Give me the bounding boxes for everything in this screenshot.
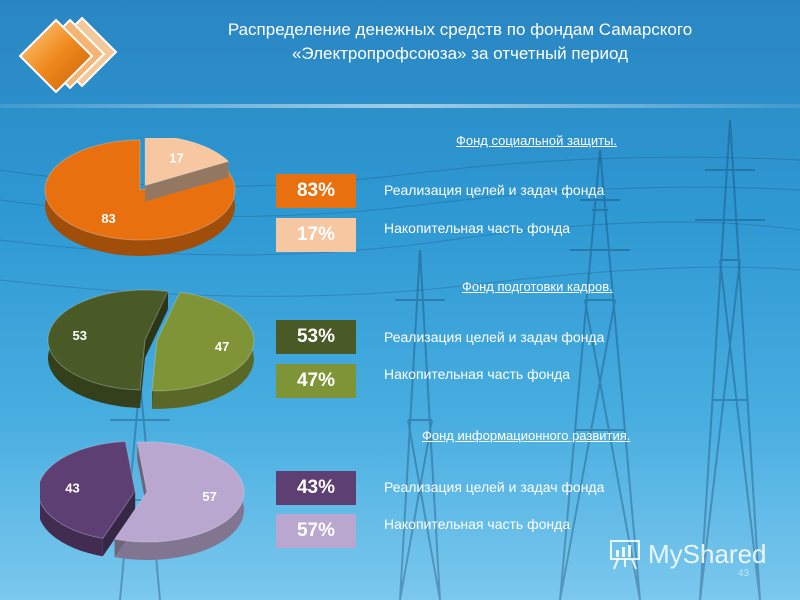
fund-title-information: Фонд информационного развития. — [422, 428, 631, 443]
fund-title-training: Фонд подготовки кадров. — [462, 279, 613, 294]
legend-label-information-goals: Реализация целей и задач фонда — [384, 479, 605, 495]
legend-label-social-savings: Накопительная часть фонда — [384, 220, 571, 236]
pie-chart-training: 53 47 — [47, 289, 255, 409]
presentation-board-icon — [610, 540, 640, 570]
page-number: 43 — [738, 568, 750, 579]
pie-chart-information: 43 57 — [40, 440, 245, 560]
legend-swatch-social-goals: 83% — [276, 174, 356, 208]
watermark-text: MyShared — [648, 538, 767, 569]
pie-data-label-0-1: 17 — [169, 150, 183, 165]
diamond-logo-icon — [18, 16, 118, 94]
pie-slice-1-1 — [151, 291, 255, 409]
legend-label-social-goals: Реализация целей и задач фонда — [384, 182, 605, 198]
pie-data-label-1-0: 53 — [72, 328, 86, 343]
pie-data-label-2-1: 57 — [202, 489, 216, 504]
fund-title-social: Фонд социальной защиты. — [456, 133, 618, 148]
pie-slice-1-0 — [47, 289, 169, 408]
pie-data-label-1-1: 47 — [215, 339, 229, 354]
title-line-1: Распределение денежных средств по фондам… — [227, 20, 693, 39]
legend-swatch-social-savings: 17% — [276, 218, 356, 252]
watermark: MyShared — [608, 534, 767, 574]
legend-label-training-goals: Реализация целей и задач фонда — [384, 329, 605, 345]
legend-label-information-savings: Накопительная часть фонда — [384, 516, 571, 532]
title-line-2: «Электропрофсоюза» за отчетный период — [291, 44, 629, 63]
legend-label-training-savings: Накопительная часть фонда — [384, 366, 571, 382]
legend-swatch-information-savings: 57% — [276, 514, 356, 548]
pie-data-label-0-0: 83 — [101, 211, 115, 226]
pie-slice-0-1 — [144, 138, 230, 202]
legend-swatch-information-goals: 43% — [276, 471, 356, 505]
legend-swatch-training-goals: 53% — [276, 320, 356, 354]
pie-slice-2-0 — [40, 440, 136, 557]
pie-chart-social: 83 17 — [44, 138, 236, 256]
header-divider — [0, 104, 800, 108]
pie-data-label-2-0: 43 — [65, 480, 79, 495]
pie-slice-2-1 — [113, 441, 245, 560]
legend-swatch-training-savings: 47% — [276, 364, 356, 398]
slide-title: Распределение денежных средств по фондам… — [150, 18, 770, 66]
